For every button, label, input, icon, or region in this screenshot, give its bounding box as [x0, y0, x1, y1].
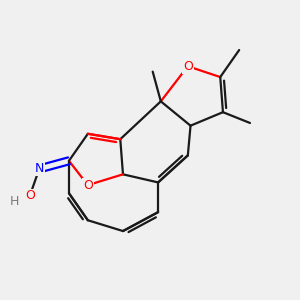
Text: N: N — [34, 162, 44, 176]
Text: O: O — [183, 60, 193, 73]
Text: H: H — [10, 195, 20, 208]
Text: O: O — [25, 189, 35, 203]
Text: O: O — [83, 178, 93, 192]
